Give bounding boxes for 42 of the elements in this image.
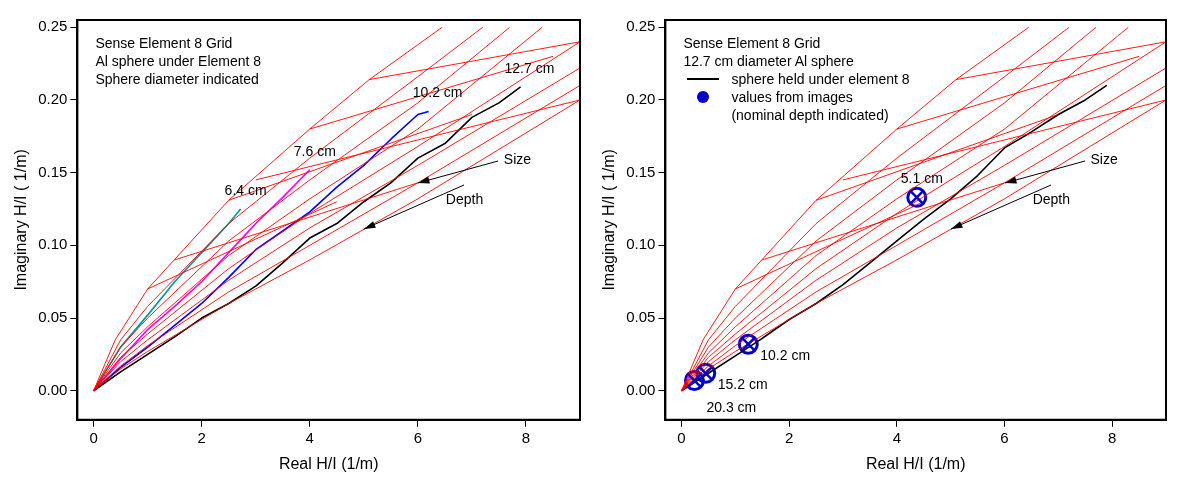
annotation: Size: [1090, 150, 1118, 167]
x-tick-label: 8: [521, 428, 531, 446]
x-tick-label: 0: [89, 428, 98, 446]
y-tick-label: 0.00: [626, 380, 656, 398]
x-tick-label: 2: [785, 428, 794, 446]
legend-label: values from images (nominal depth indicated): [731, 88, 889, 124]
annotation: 12.7 cm diameter Al sphere: [683, 52, 855, 70]
y-tick-label: 0.05: [38, 308, 68, 326]
annotation: 20.3 cm: [706, 399, 757, 416]
y-tick-label: 0.05: [626, 308, 656, 326]
annotation: 10.2 cm: [760, 347, 811, 364]
annotation: Sense Element 8 Grid: [683, 34, 822, 52]
x-tick-label: 6: [1000, 428, 1009, 446]
annotation: Al sphere under Element 8: [95, 52, 262, 70]
y-tick-label: 0.20: [626, 90, 656, 108]
annotation: 15.2 cm: [717, 376, 768, 393]
annotation: 7.6 cm: [293, 142, 336, 159]
annotation: 5.1 cm: [900, 170, 943, 187]
y-tick-label: 0.20: [38, 90, 68, 108]
x-tick-label: 0: [677, 428, 686, 446]
y-tick-label: 0.25: [38, 17, 68, 35]
x-tick-label: 8: [1108, 428, 1117, 446]
y-axis-title: Imaginary H/I ( 1/m): [600, 149, 618, 291]
y-tick-label: 0.15: [38, 162, 68, 180]
y-tick-label: 0.25: [626, 17, 656, 35]
legend-label: sphere held under element 8: [731, 70, 910, 88]
annotation: Sphere diameter indicated: [95, 70, 260, 88]
y-tick-label: 0.10: [626, 235, 656, 253]
annotation: Depth: [445, 191, 484, 208]
annotation: Depth: [1032, 191, 1071, 208]
y-tick-label: 0.15: [626, 162, 656, 180]
y-tick-label: 0.10: [38, 235, 68, 253]
x-axis-title: Real H/I (1/m): [278, 454, 379, 472]
y-axis-title: Imaginary H/I ( 1/m): [12, 149, 30, 291]
x-tick-label: 6: [413, 428, 423, 446]
x-tick-label: 4: [305, 428, 314, 446]
annotation: Sense Element 8 Grid: [95, 34, 234, 52]
x-tick-label: 2: [197, 428, 206, 446]
annotation: Size: [503, 150, 532, 167]
y-tick-label: 0.00: [38, 380, 68, 398]
x-tick-label: 4: [892, 428, 902, 446]
x-axis-title: Real H/I (1/m): [865, 454, 966, 472]
